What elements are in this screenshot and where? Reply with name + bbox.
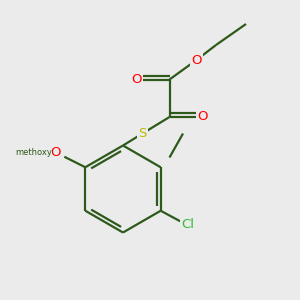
Text: O: O — [131, 73, 142, 86]
Text: Cl: Cl — [181, 218, 194, 231]
Text: O: O — [191, 53, 202, 67]
Text: S: S — [138, 127, 147, 140]
Text: O: O — [197, 110, 208, 124]
Text: methoxy: methoxy — [15, 148, 52, 157]
Text: O: O — [51, 146, 61, 159]
